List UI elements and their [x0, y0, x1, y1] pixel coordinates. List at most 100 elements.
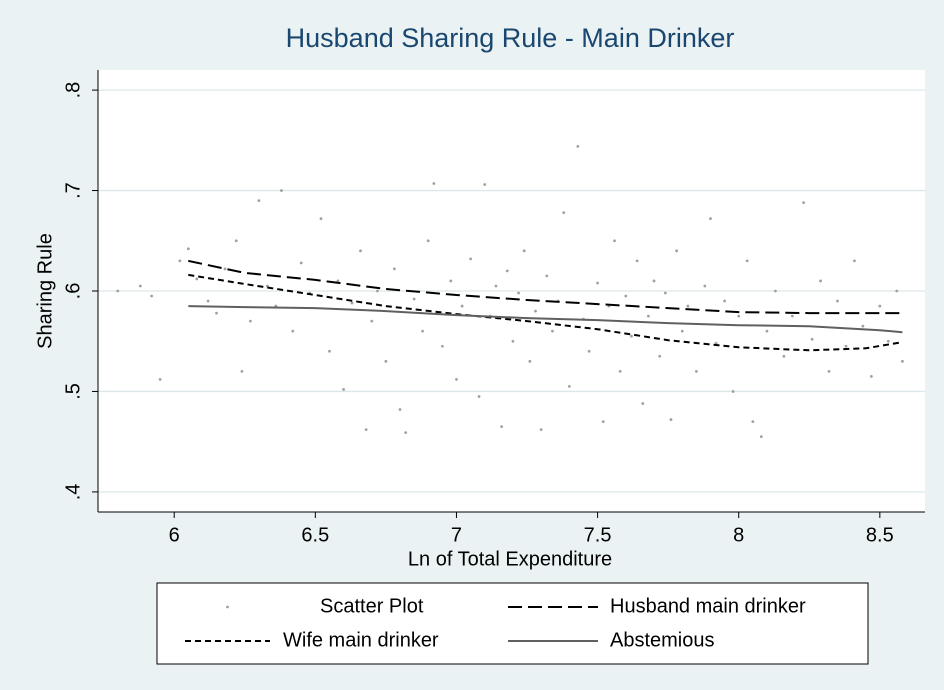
line-series [188, 273, 903, 352]
scatter-point [206, 299, 210, 303]
scatter-point [319, 217, 323, 221]
scatter-point [853, 259, 856, 263]
scatter-point [215, 311, 218, 315]
scatter-point [158, 378, 162, 381]
scatter-point [449, 279, 453, 283]
y-tick-label: .4 [62, 484, 84, 501]
scatter-point [517, 291, 520, 295]
scatter-point [562, 211, 566, 215]
scatter-point [376, 289, 379, 293]
x-tick-label: 8.5 [866, 524, 894, 546]
scatter-point [249, 319, 252, 323]
legend-label: Scatter Plot [320, 595, 424, 617]
scatter-point [587, 349, 591, 353]
scatter-point [680, 329, 684, 333]
scatter-point [350, 301, 354, 305]
scatter-point [790, 314, 794, 318]
scatter-point [328, 349, 331, 353]
scatter-point [765, 329, 769, 333]
x-tick-label: 7 [451, 524, 462, 546]
scatter-point [150, 294, 154, 298]
scatter-point [774, 289, 777, 293]
scatter-point [618, 369, 622, 373]
scatter-point [895, 289, 899, 293]
scatter-point [869, 374, 873, 378]
scatter-point [392, 267, 396, 271]
scatter-point [596, 281, 599, 285]
scatter-point [364, 428, 368, 432]
scatter-point [432, 182, 436, 185]
legend-label: Husband main drinker [610, 595, 806, 617]
scatter-point [299, 261, 303, 265]
scatter-point [426, 239, 430, 243]
scatter-point [802, 201, 806, 205]
x-tick-label: 8 [733, 524, 744, 546]
scatter-point [522, 249, 526, 253]
scatter-point [483, 183, 487, 186]
scatter-point [810, 337, 814, 341]
scatter-point [567, 385, 571, 388]
x-tick-label: 6 [169, 524, 180, 546]
scatter-point [398, 408, 402, 411]
scatter-point [827, 369, 831, 373]
chart-title: Husband Sharing Rule - Main Drinker [286, 23, 735, 53]
scatter-point [195, 277, 199, 281]
scatter-point [901, 359, 904, 363]
scatter-point [551, 329, 554, 333]
y-tick-label: .5 [62, 383, 84, 400]
scatter-point [709, 217, 712, 221]
scatter-point [669, 418, 673, 421]
scatter-point [782, 354, 786, 358]
y-axis-title: Sharing Rule [34, 233, 56, 349]
scatter-point [641, 402, 645, 405]
scatter-point [545, 274, 549, 278]
legend-box [156, 582, 869, 665]
legend-symbol [226, 605, 229, 609]
scatter-point [576, 144, 580, 148]
scatter-point [528, 359, 532, 363]
scatter-point [635, 259, 639, 263]
scatter-point [505, 269, 509, 273]
scatter-point [601, 420, 605, 423]
scatter-point [878, 304, 882, 308]
scatter-point [745, 259, 749, 263]
scatter-point [861, 324, 865, 328]
legend-label: Wife main drinker [283, 629, 439, 651]
scatter-point [336, 279, 340, 283]
scatter-point [723, 299, 727, 303]
scatter-point [342, 388, 345, 391]
scatter-point [694, 369, 698, 373]
scatter-point [759, 435, 763, 439]
scatter-point [223, 267, 227, 271]
scatter-point [494, 284, 498, 288]
scatter-point [500, 425, 504, 429]
scatter-point [469, 257, 472, 261]
scatter-point [477, 395, 481, 398]
scatter-point [116, 289, 120, 293]
scatter-point [440, 344, 444, 348]
scatter-point [737, 314, 741, 318]
y-tick-label: .8 [62, 82, 84, 99]
scatter-point [234, 239, 238, 243]
scatter-point [257, 199, 261, 202]
scatter-point [751, 420, 755, 423]
scatter-point [280, 189, 283, 192]
scatter-point [370, 319, 374, 323]
scatter-point [455, 378, 458, 381]
scatter-point [646, 314, 650, 318]
scatter-point [359, 249, 362, 253]
x-tick-label: 7.5 [584, 524, 612, 546]
scatter-point [663, 291, 667, 295]
x-tick-label: 6.5 [301, 524, 329, 546]
scatter-point [138, 284, 142, 288]
y-tick-label: .6 [62, 283, 84, 300]
scatter-point [460, 304, 464, 308]
scatter-point [844, 344, 848, 348]
scatter-point [240, 369, 244, 373]
scatter-point [291, 329, 295, 333]
scatter-point [511, 339, 515, 343]
scatter-point [652, 279, 656, 283]
scatter-point [675, 249, 679, 253]
scatter-point [630, 334, 633, 338]
